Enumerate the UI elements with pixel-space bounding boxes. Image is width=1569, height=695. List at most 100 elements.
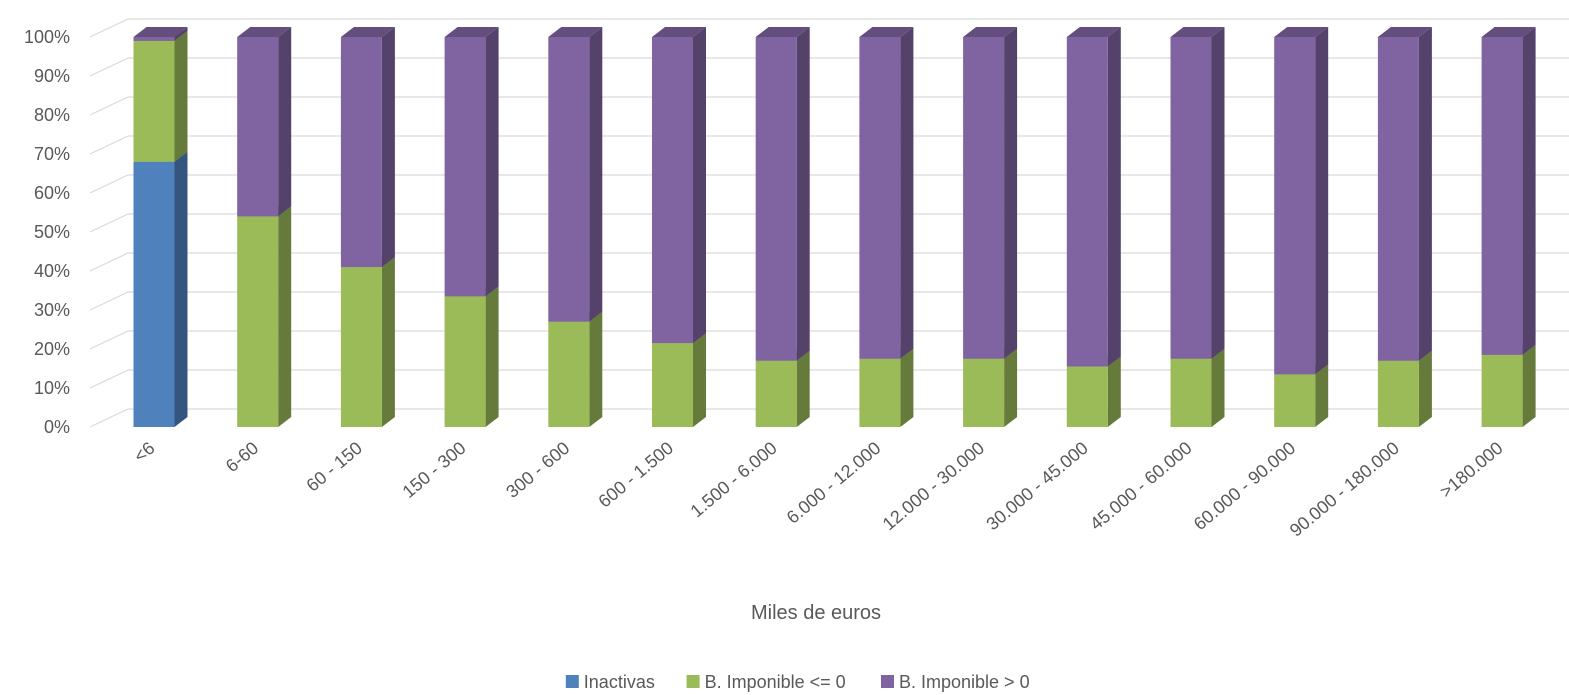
x-tick-label: 150 - 300 [399, 438, 470, 502]
bar-side [900, 27, 914, 359]
bar-side [1107, 356, 1121, 427]
bar-side [589, 311, 603, 427]
bar-top [1377, 27, 1432, 37]
gridline-diagonal [89, 57, 129, 77]
bar-top [859, 27, 914, 37]
bar-segment [1170, 37, 1212, 359]
y-tick-label: 20% [34, 339, 70, 359]
gridline-diagonal [89, 174, 129, 194]
bar-side [1004, 27, 1018, 359]
gridline-diagonal [89, 252, 129, 272]
bar-segment [963, 37, 1005, 359]
bar-top [1274, 27, 1329, 37]
bar-top [133, 27, 188, 37]
gridline-diagonal [89, 96, 129, 116]
bar-segment [444, 37, 486, 297]
bar-side [1004, 348, 1018, 427]
bar-side [900, 348, 914, 427]
x-tick-label: 60 - 150 [303, 438, 366, 496]
bar-side [381, 27, 395, 268]
gridline-diagonal [89, 369, 129, 389]
y-tick-label: 100% [24, 27, 70, 47]
x-tick-label: 60.000 - 90.000 [1190, 438, 1299, 534]
y-tick-label: 0% [44, 417, 70, 437]
gridline-diagonal [89, 291, 129, 311]
bar-side [1418, 350, 1432, 427]
bar-side [1522, 344, 1536, 427]
bar-top [755, 27, 810, 37]
y-tick-label: 10% [34, 378, 70, 398]
bar-side [1315, 364, 1329, 427]
bar-side [1107, 27, 1121, 367]
y-tick-label: 50% [34, 222, 70, 242]
bar-top [237, 27, 292, 37]
bar-segment [340, 267, 382, 427]
bar-top [548, 27, 603, 37]
bar-segment [548, 37, 590, 322]
bar-side [796, 27, 810, 361]
bar-segment [548, 321, 590, 427]
bar-segment [133, 40, 175, 162]
bar-segment [1274, 37, 1316, 375]
bar-side [278, 206, 292, 427]
x-tick-label: 45.000 - 60.000 [1086, 438, 1195, 534]
bar-side [796, 350, 810, 427]
bar-top [652, 27, 706, 37]
gridline-diagonal [89, 135, 129, 155]
bar-top [444, 27, 499, 37]
bar-side [485, 27, 499, 297]
x-tick-label: 600 - 1.500 [594, 438, 677, 512]
gridline-diagonal [89, 213, 129, 233]
x-tick-label: 90.000 - 180.000 [1286, 438, 1403, 541]
bar-segment [963, 358, 1005, 427]
x-tick-label: 300 - 600 [502, 438, 573, 502]
x-axis-title: Miles de euros [751, 602, 881, 624]
x-tick-label: 6-60 [222, 438, 262, 476]
bar-segment [859, 358, 901, 427]
bar-top [1066, 27, 1121, 37]
x-tick-label: 30.000 - 45.000 [982, 438, 1091, 534]
bar-segment [652, 37, 693, 344]
bar-side [589, 27, 603, 322]
legend-swatch [686, 675, 700, 688]
bar-top [340, 27, 395, 37]
bar-segment [237, 37, 279, 217]
bar-side [485, 286, 499, 427]
bar-segment [340, 37, 382, 268]
bar-top [963, 27, 1018, 37]
y-tick-label: 60% [34, 183, 70, 203]
gridline-diagonal [89, 408, 129, 428]
bar-segment [1170, 358, 1212, 427]
legend-label: Inactivas [584, 672, 655, 692]
bar-segment [755, 37, 797, 361]
bar-segment [444, 296, 486, 427]
bar-segment [859, 37, 901, 359]
bar-side [278, 27, 292, 217]
bar-top [1170, 27, 1225, 37]
bar-segment [1481, 354, 1523, 427]
bar-side [1211, 27, 1225, 359]
bar-side [174, 27, 188, 41]
legend-label: B. Imponible <= 0 [705, 672, 846, 692]
bar-segment [1274, 374, 1316, 427]
x-tick-label: >180.000 [1436, 438, 1507, 502]
legend-swatch [565, 675, 579, 688]
gridline-diagonal [89, 18, 129, 38]
y-tick-label: 30% [34, 300, 70, 320]
y-tick-label: 40% [34, 261, 70, 281]
bar-segment [237, 216, 279, 427]
bar-segment [1377, 37, 1419, 361]
bar-side [693, 333, 706, 427]
bar-segment [652, 343, 693, 427]
bar-side [1315, 27, 1329, 375]
bar-segment [1377, 360, 1419, 427]
y-tick-label: 90% [34, 66, 70, 86]
x-tick-label: <6 [130, 438, 159, 467]
x-tick-label: 12.000 - 30.000 [879, 438, 988, 534]
x-tick-label: 1.500 - 6.000 [687, 438, 781, 522]
bar-side [1418, 27, 1432, 361]
bar-segment [133, 37, 175, 41]
x-tick-label: 6.000 - 12.000 [783, 438, 885, 528]
